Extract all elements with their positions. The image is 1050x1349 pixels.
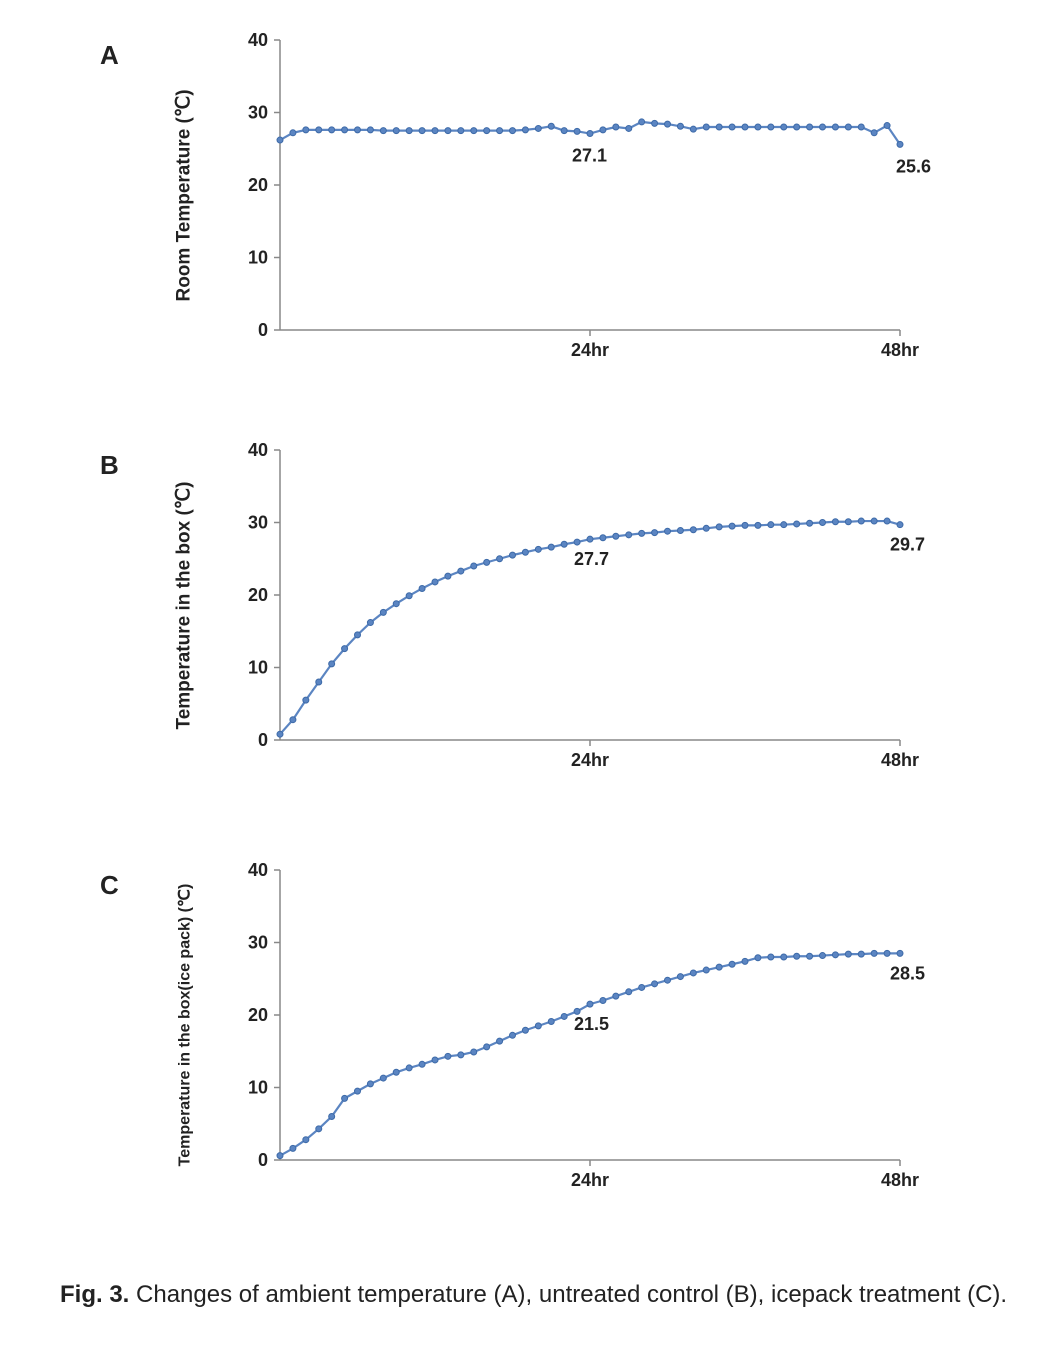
svg-text:25.6: 25.6: [896, 156, 931, 176]
svg-text:40: 40: [248, 860, 268, 880]
svg-text:48hr: 48hr: [881, 340, 919, 360]
panel-B-chart: 0 10 20 30 40 24hr 48hr 27.7 29.7: [160, 420, 940, 790]
svg-text:20: 20: [248, 585, 268, 605]
svg-text:24hr: 24hr: [571, 750, 609, 770]
panel-B-label: B: [100, 450, 119, 481]
svg-text:29.7: 29.7: [890, 535, 925, 555]
panel-A-chart: 0 10 20 30 40 24hr 48hr 27.1 25.6: [160, 10, 940, 380]
panel-C: C Temperature in the box(ice pack) (℃) 0…: [100, 840, 950, 1210]
caption-body: Changes of ambient temperature (A), untr…: [136, 1281, 1007, 1308]
svg-text:28.5: 28.5: [890, 963, 925, 983]
svg-text:24hr: 24hr: [571, 1170, 609, 1190]
panel-C-chart: 0 10 20 30 40 24hr 48hr 21.5 28.5: [160, 840, 940, 1210]
panel-C-label: C: [100, 870, 119, 901]
svg-text:24hr: 24hr: [571, 340, 609, 360]
svg-text:20: 20: [248, 1005, 268, 1025]
panel-A-svg: 0 10 20 30 40 24hr 48hr 27.1 25.6: [160, 10, 940, 380]
svg-text:0: 0: [258, 320, 268, 340]
svg-text:10: 10: [248, 1078, 268, 1098]
panel-B: B Temperature in the box (℃) 01020304024…: [100, 420, 950, 790]
caption-prefix: Fig. 3.: [60, 1281, 129, 1308]
svg-text:0: 0: [258, 1150, 268, 1170]
svg-text:48hr: 48hr: [881, 750, 919, 770]
svg-text:10: 10: [248, 658, 268, 678]
svg-text:27.1: 27.1: [572, 146, 607, 166]
svg-text:20: 20: [248, 175, 268, 195]
svg-text:30: 30: [248, 103, 268, 123]
panel-B-svg: 0 10 20 30 40 24hr 48hr 27.7 29.7: [160, 420, 940, 790]
svg-text:48hr: 48hr: [881, 1170, 919, 1190]
figure-page: A Room Temperature (℃) 01020304024hr48hr…: [0, 0, 1050, 1349]
svg-text:21.5: 21.5: [574, 1014, 609, 1034]
panel-A: A Room Temperature (℃) 01020304024hr48hr…: [100, 10, 950, 380]
svg-text:30: 30: [248, 933, 268, 953]
svg-text:10: 10: [248, 248, 268, 268]
svg-text:40: 40: [248, 30, 268, 50]
svg-text:30: 30: [248, 513, 268, 533]
svg-text:0: 0: [258, 730, 268, 750]
svg-text:27.7: 27.7: [574, 549, 609, 569]
svg-text:40: 40: [248, 440, 268, 460]
figure-caption: Fig. 3. Changes of ambient temperature (…: [60, 1281, 1010, 1309]
panel-A-label: A: [100, 40, 119, 71]
panel-C-svg: 0 10 20 30 40 24hr 48hr 21.5 28.5: [160, 840, 940, 1210]
